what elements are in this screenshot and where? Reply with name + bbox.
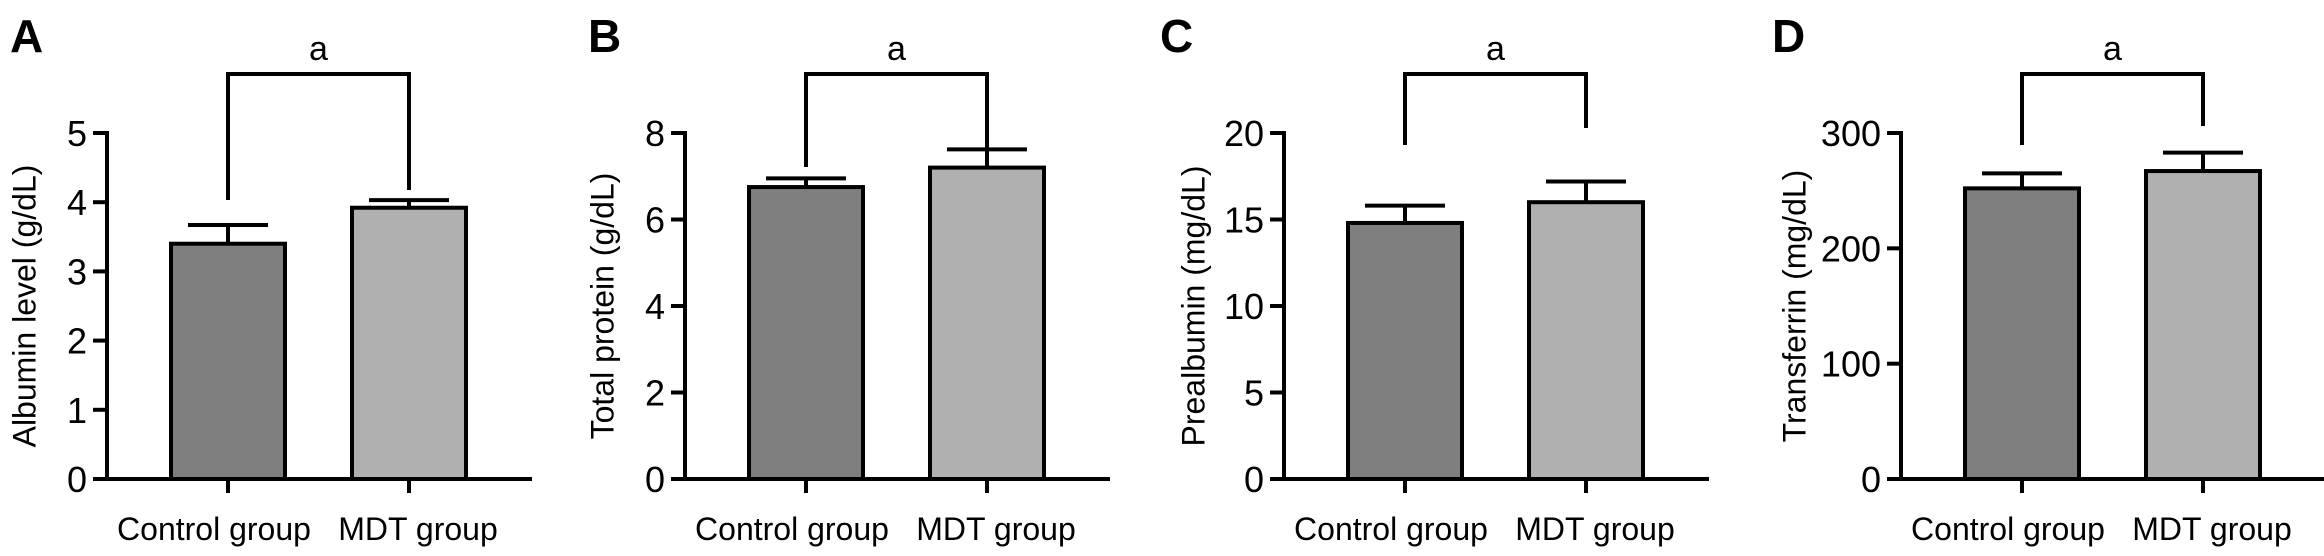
y-tick-label: 20 — [1224, 113, 1264, 154]
y-tick-label: 2 — [645, 373, 665, 414]
panel-label: A — [10, 10, 43, 62]
bar-mdt — [2144, 169, 2262, 481]
y-tick-label: 0 — [1861, 459, 1881, 500]
x-tick-label: Control group — [1294, 511, 1488, 547]
y-tick-label: 0 — [67, 459, 87, 500]
bar-control — [747, 185, 865, 481]
y-tick-label: 5 — [67, 113, 87, 154]
panel-label: B — [588, 10, 621, 62]
y-tick-label: 100 — [1821, 344, 1881, 385]
bar-mdt — [928, 165, 1046, 481]
x-tick-label: MDT group — [1515, 511, 1674, 547]
bar-mdt — [350, 205, 468, 481]
significance-bracket — [804, 72, 989, 167]
significance-bracket — [2020, 72, 2205, 145]
bar-control — [169, 241, 287, 481]
y-tick-label: 200 — [1821, 228, 1881, 269]
bar-mdt — [1527, 200, 1645, 481]
panel-label: C — [1160, 10, 1193, 62]
panel-label: D — [1772, 10, 1805, 62]
significance-bracket — [1403, 72, 1588, 145]
significance-label: a — [887, 30, 906, 68]
y-tick-label: 4 — [67, 182, 87, 223]
significance-label: a — [309, 30, 328, 68]
y-axis-label: Albumin level (g/dL) — [6, 165, 42, 448]
y-tick-label: 5 — [1244, 373, 1264, 414]
x-tick-label: Control group — [1911, 511, 2105, 547]
x-tick-label: Control group — [695, 511, 889, 547]
bar-control — [1346, 220, 1464, 482]
y-axis-label: Total protein (g/dL) — [584, 173, 620, 440]
y-tick-label: 0 — [1244, 459, 1264, 500]
bar-control — [1963, 186, 2081, 482]
y-axis-label: Prealbumin (mg/dL) — [1175, 166, 1211, 447]
y-tick-label: 0 — [645, 459, 665, 500]
significance-label: a — [2103, 30, 2122, 68]
x-tick-label: MDT group — [916, 511, 1075, 547]
y-tick-label: 10 — [1224, 286, 1264, 327]
y-tick-label: 8 — [645, 113, 665, 154]
y-tick-label: 6 — [645, 200, 665, 241]
y-tick-label: 3 — [67, 251, 87, 292]
significance-label: a — [1486, 30, 1505, 68]
y-tick-label: 300 — [1821, 113, 1881, 154]
y-tick-label: 4 — [645, 286, 665, 327]
x-tick-label: Control group — [117, 511, 311, 547]
x-tick-label: MDT group — [338, 511, 497, 547]
y-tick-label: 1 — [67, 390, 87, 431]
x-tick-label: MDT group — [2132, 511, 2291, 547]
y-axis-label: Transferrin (mg/dL) — [1776, 170, 1812, 443]
y-tick-label: 15 — [1224, 200, 1264, 241]
significance-bracket — [226, 72, 411, 200]
y-tick-label: 2 — [67, 321, 87, 362]
